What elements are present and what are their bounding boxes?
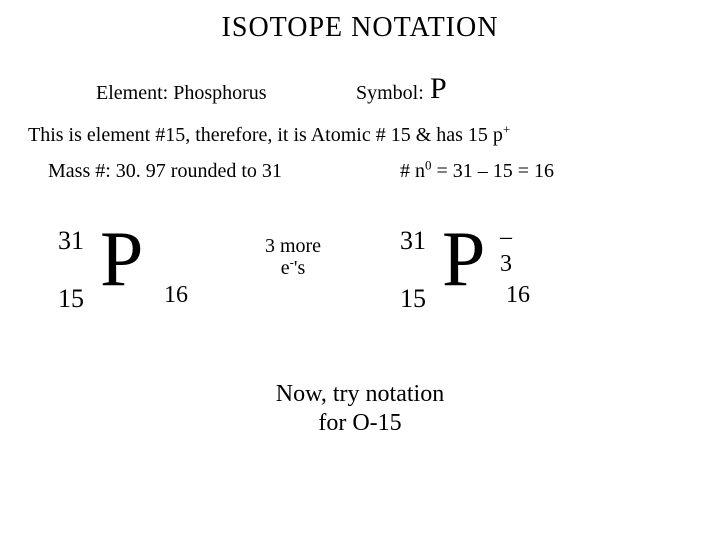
e-suffix: 's: [294, 257, 305, 279]
arrow-label: 3 more e-'s: [248, 235, 338, 279]
neutron-line: # n0 = 31 – 15 = 16: [400, 160, 554, 183]
symbol: P: [442, 220, 485, 298]
mass-number: 31: [58, 226, 84, 256]
slide-title: ISOTOPE NOTATION: [0, 12, 720, 44]
try-line-1: Now, try notation: [0, 380, 720, 409]
proton-plus: +: [503, 121, 510, 136]
neutron-count: 16: [164, 282, 188, 309]
element-name: Phosphorus: [173, 82, 266, 104]
ion-charge: –3: [500, 224, 512, 278]
e-prefix: e: [281, 257, 290, 279]
atomic-part: Atomic # 15 & has 15 p: [311, 124, 503, 146]
atomic-number: 15: [58, 284, 84, 314]
atomic-prefix: This is element #15, therefore, it is: [28, 124, 311, 146]
neutron-count: 16: [506, 282, 530, 309]
element-symbol: P: [430, 72, 447, 106]
atomic-line: This is element #15, therefore, it is At…: [28, 124, 510, 147]
neutron-label: # n: [400, 160, 425, 182]
mass-number: 31: [400, 226, 426, 256]
mass-label: Mass #:: [48, 160, 111, 182]
element-label: Element: Phosphorus: [96, 82, 267, 105]
symbol-label: Symbol:: [356, 82, 424, 105]
slide: ISOTOPE NOTATION Element: Phosphorus Sym…: [0, 0, 720, 540]
symbol: P: [100, 220, 143, 298]
mass-line: Mass #: 30. 97 rounded to 31: [48, 160, 282, 183]
try-notation-prompt: Now, try notation for O-15: [0, 380, 720, 438]
element-label-text: Element:: [96, 82, 168, 104]
atomic-number: 15: [400, 284, 426, 314]
mass-value: 30. 97 rounded to 31: [116, 160, 282, 182]
arrow-label-line2: e-'s: [248, 257, 338, 279]
neutron-calc: = 31 – 15 = 16: [432, 160, 555, 182]
try-line-2: for O-15: [0, 409, 720, 438]
